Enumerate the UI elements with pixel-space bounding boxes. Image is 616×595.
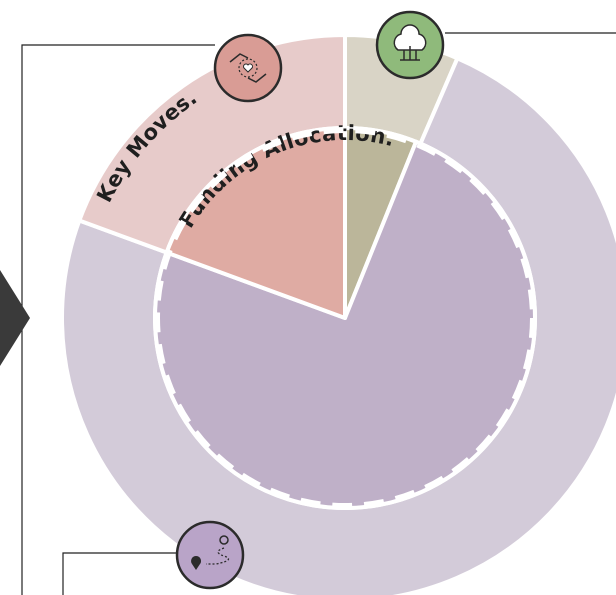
dashed-ring [154, 127, 536, 509]
icons [175, 10, 445, 590]
pies: Key Moves.Funding Allocation. [60, 33, 616, 595]
icon-hands [213, 33, 283, 103]
frame-lines [21, 32, 616, 595]
icon-tree [375, 10, 445, 80]
frame-line [62, 552, 180, 595]
icon-route [175, 520, 245, 590]
arrow [0, 270, 30, 366]
frame-line [21, 44, 215, 595]
